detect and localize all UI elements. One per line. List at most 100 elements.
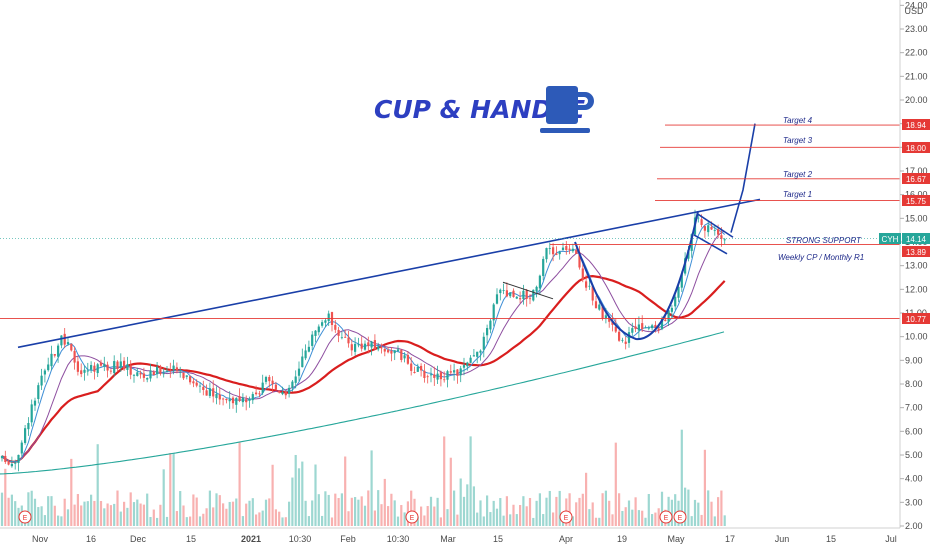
volume-bar	[637, 510, 640, 526]
candle-body	[47, 364, 50, 371]
candle-body	[185, 375, 188, 377]
support-price-badge: 13.89	[906, 248, 927, 257]
volume-bar	[370, 450, 373, 526]
candle-body	[472, 355, 475, 357]
volume-bar	[288, 501, 291, 526]
volume-bar	[611, 514, 614, 526]
candle-body	[373, 340, 376, 350]
candle-body	[14, 462, 17, 464]
volume-bar	[159, 504, 162, 526]
volume-bar	[354, 497, 357, 526]
candle-body	[495, 294, 499, 304]
candle-body	[261, 382, 264, 393]
candle-body	[667, 310, 670, 322]
volume-bar	[73, 504, 76, 526]
volume-bar	[363, 505, 367, 526]
candle-body	[284, 391, 287, 396]
volume-bar	[594, 517, 598, 526]
level-1077-badge: 10.77	[906, 315, 927, 324]
volume-bar	[212, 507, 215, 526]
consolidation-line	[502, 281, 554, 300]
volume-bar	[17, 507, 20, 526]
candle-body	[545, 248, 548, 260]
candle-body	[439, 372, 442, 380]
candle-body	[594, 301, 598, 309]
candle-body	[245, 399, 248, 403]
time-axis[interactable]: Nov 16 Dec 15 2021 10:30 Feb 10:30 Mar 15 Apr 19 May…	[0, 527, 900, 544]
volume-bar	[297, 468, 301, 526]
volume-bar	[149, 516, 152, 526]
volume-bar	[304, 500, 307, 526]
candle-body	[195, 382, 198, 386]
volume-bar	[334, 493, 337, 526]
candle-body	[73, 351, 76, 363]
candle-body	[674, 296, 677, 307]
time-tick-label: 16	[86, 534, 96, 544]
candle-body	[258, 393, 261, 395]
candle-body	[307, 346, 310, 352]
candle-body	[301, 356, 304, 368]
price-tick-label: 24.00	[905, 0, 928, 10]
candle-body	[532, 289, 535, 301]
target2-label: Target 2	[783, 170, 813, 179]
volume-bar	[132, 502, 136, 526]
volume-bar	[90, 494, 93, 526]
volume-bar	[538, 493, 541, 526]
candle-body	[93, 365, 96, 372]
volume-bar	[535, 500, 538, 526]
candle-body	[132, 374, 136, 376]
candle-body	[179, 372, 182, 373]
candle-body	[43, 370, 46, 375]
candle-body	[208, 388, 211, 396]
candle-body	[7, 462, 10, 465]
volume-bar	[509, 514, 512, 526]
candle-body	[182, 372, 185, 379]
volume-bar	[717, 497, 720, 526]
candle-body	[123, 360, 126, 370]
volume-bar	[66, 509, 70, 526]
volume-bar	[76, 494, 79, 526]
candle-body	[271, 380, 274, 385]
volume-bar	[350, 497, 353, 526]
volume-bar	[344, 456, 347, 526]
target3-label: Target 3	[783, 136, 813, 145]
target1-label: Target 1	[783, 190, 812, 199]
candle-body	[420, 365, 423, 371]
candle-body	[66, 342, 70, 345]
candle-body	[278, 390, 281, 393]
volume-bar	[588, 509, 591, 526]
volume-bar	[647, 494, 650, 526]
volume-bar	[241, 516, 244, 526]
volume-bar	[86, 501, 89, 526]
volume-bar	[238, 442, 241, 526]
candle-body	[238, 396, 241, 402]
candle-body	[499, 289, 502, 294]
volume-bar	[446, 509, 449, 526]
candle-body	[344, 336, 347, 338]
candle-body	[555, 253, 558, 255]
volume-bar	[205, 508, 208, 526]
ma-200-line	[0, 331, 725, 475]
volume-bar	[109, 505, 112, 526]
volume-bar	[568, 493, 571, 526]
volume-bar	[581, 493, 584, 526]
candle-body	[317, 326, 320, 333]
price-tick-label: 17.00	[905, 166, 928, 176]
volume-bar	[687, 489, 690, 526]
candle-body	[27, 423, 30, 430]
volume-bar	[317, 494, 320, 526]
candle-body	[96, 364, 99, 374]
price-tick-label: 6.00	[905, 426, 923, 436]
candle-body	[657, 328, 660, 331]
earnings-marker-4: E	[664, 515, 669, 522]
candle-body	[387, 350, 390, 353]
time-tick-label: 10:30	[387, 534, 410, 544]
volume-bar	[575, 502, 578, 526]
price-tick-label: 8.00	[905, 379, 923, 389]
candle-body	[251, 394, 254, 401]
volume-bar	[429, 496, 433, 526]
candle-body	[30, 404, 33, 423]
candle-body	[528, 298, 532, 300]
volume-bar	[707, 490, 710, 526]
